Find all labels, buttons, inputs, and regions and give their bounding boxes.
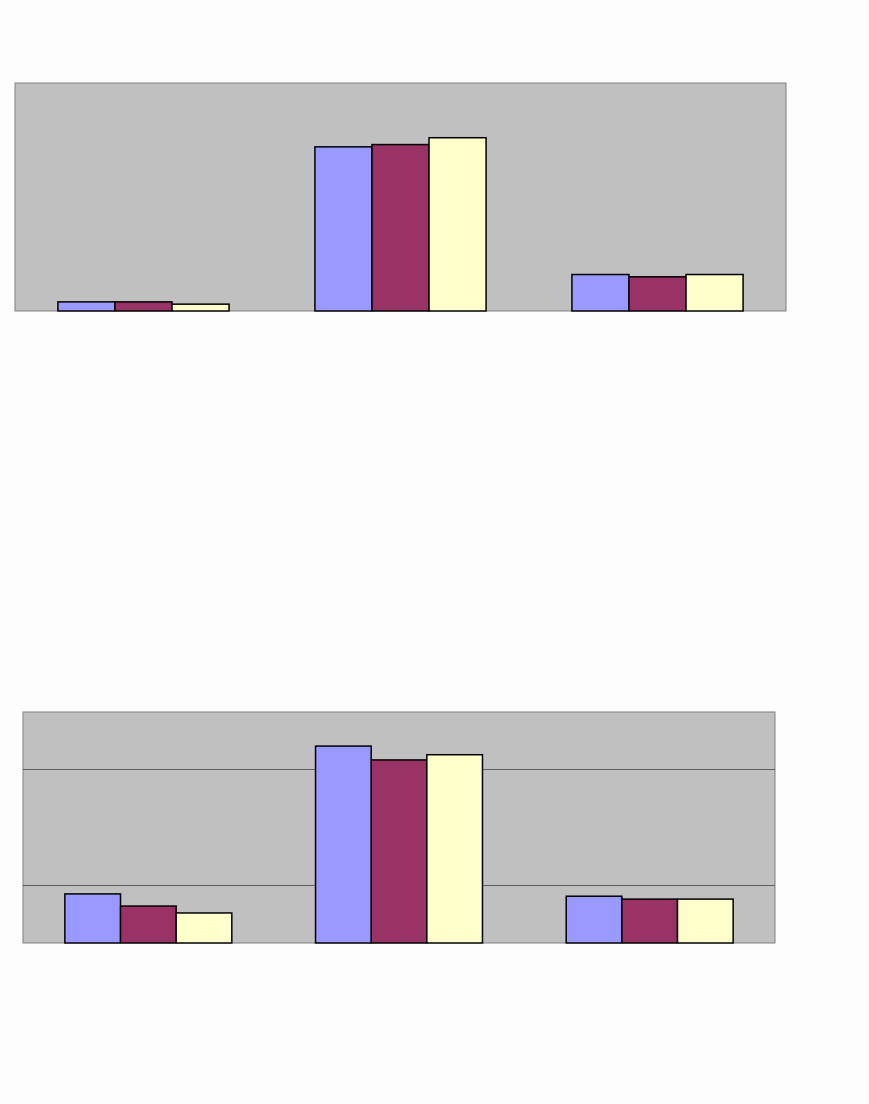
bar bbox=[621, 898, 679, 944]
bar bbox=[676, 898, 734, 944]
bar bbox=[57, 301, 116, 312]
bar bbox=[685, 273, 744, 312]
bar bbox=[114, 301, 173, 312]
bar bbox=[428, 136, 487, 312]
bar bbox=[571, 273, 630, 312]
bar bbox=[628, 276, 687, 312]
bar bbox=[371, 143, 430, 312]
bar bbox=[64, 893, 122, 944]
bar bbox=[119, 905, 177, 944]
bar bbox=[565, 895, 623, 944]
bar bbox=[314, 146, 373, 312]
bar bbox=[314, 745, 372, 944]
bar bbox=[171, 303, 230, 312]
bar bbox=[370, 759, 428, 944]
bar bbox=[426, 753, 484, 944]
bar bbox=[175, 912, 233, 944]
